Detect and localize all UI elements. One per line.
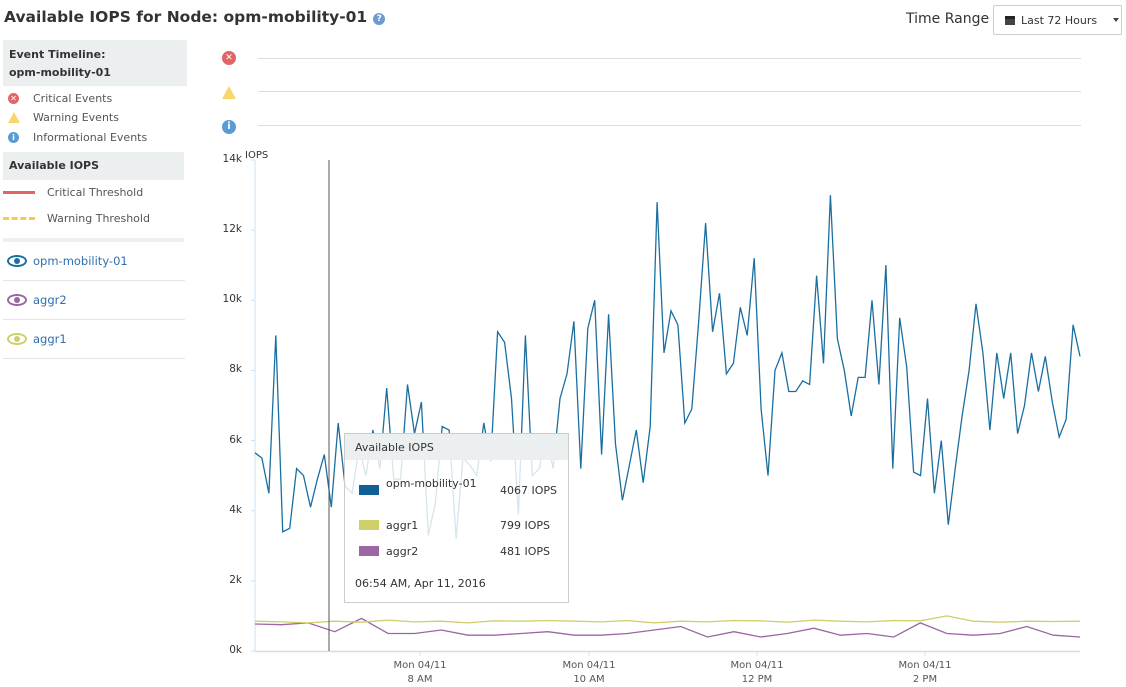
x-tick-label: Mon 04/11 2 PM	[885, 659, 965, 687]
swatch-aggr1	[359, 520, 379, 530]
x-tick-date: Mon 04/11	[562, 660, 616, 671]
info-icon: i	[8, 132, 19, 143]
info-events-track	[258, 125, 1081, 126]
x-tick-label: Mon 04/11 8 AM	[380, 659, 460, 687]
swatch-aggr2	[359, 546, 379, 556]
tooltip: Available IOPS opm-mobility-01 4067 IOPS…	[344, 433, 569, 603]
warning-icon	[8, 112, 20, 123]
series-toggle-aggr2[interactable]: aggr2	[3, 281, 185, 320]
y-tick-label: 8k	[229, 363, 242, 376]
legend-warning-threshold: Warning Threshold	[3, 212, 150, 225]
legend-critical-threshold: Critical Threshold	[3, 186, 143, 199]
critical-icon: ✕	[222, 51, 236, 65]
x-tick-time: 2 PM	[912, 674, 938, 685]
y-tick-label: 14k	[222, 153, 242, 165]
series-line-aggr1	[254, 615, 1081, 624]
tooltip-series-name: opm-mobility-01	[386, 477, 477, 490]
critical-events-track	[258, 58, 1081, 59]
x-tick-time: 12 PM	[741, 674, 773, 685]
x-tick-time: 8 AM	[407, 674, 433, 685]
warning-icon	[222, 86, 236, 99]
y-tick-label: 10k	[222, 293, 242, 306]
y-tick-label: 6k	[229, 433, 242, 446]
legend-critical-events[interactable]: ✕ Critical Events	[8, 92, 112, 105]
eye-icon	[7, 255, 27, 267]
x-tick-time: 10 AM	[573, 674, 605, 685]
y-tick-label: 2k	[229, 573, 242, 586]
tooltip-series-name: aggr1	[386, 519, 419, 532]
tooltip-series-name: aggr2	[386, 545, 419, 558]
time-range-dropdown[interactable]: Last 72 Hours	[993, 5, 1122, 35]
tooltip-title: Available IOPS	[345, 434, 568, 460]
eye-icon	[7, 333, 27, 345]
chevron-down-icon	[1113, 18, 1120, 22]
page-title: Available IOPS for Node: opm-mobility-01…	[4, 8, 386, 26]
warning-events-track	[258, 91, 1081, 92]
event-timeline-header: Event Timeline: opm-mobility-01	[3, 40, 187, 86]
legend-informational-events[interactable]: i Informational Events	[8, 131, 147, 144]
warning-threshold-swatch	[3, 217, 35, 220]
critical-threshold-swatch	[3, 191, 35, 194]
y-tick-label: 12k	[222, 223, 242, 236]
y-tick-label: 4k	[229, 503, 242, 516]
eye-icon	[7, 294, 27, 306]
y-axis-label: IOPS	[245, 150, 269, 161]
legend-warning-events[interactable]: Warning Events	[8, 111, 119, 124]
time-range-label: Time Range	[906, 11, 990, 27]
tooltip-series-value: 4067 IOPS	[500, 484, 558, 497]
x-tick-label: Mon 04/11 12 PM	[717, 659, 797, 687]
divider	[3, 238, 184, 242]
critical-icon: ✕	[8, 93, 19, 104]
x-tick-date: Mon 04/11	[730, 660, 784, 671]
series-toggle-aggr1[interactable]: aggr1	[3, 320, 185, 359]
calendar-icon	[1005, 15, 1015, 25]
x-tick-date: Mon 04/11	[393, 660, 447, 671]
tooltip-timestamp: 06:54 AM, Apr 11, 2016	[355, 577, 486, 590]
swatch-opm-mobility-01	[359, 485, 379, 495]
y-tick-label: 0k	[229, 644, 242, 656]
tooltip-series-value: 481 IOPS	[500, 545, 551, 558]
series-line-aggr2	[254, 617, 1081, 638]
info-icon: i	[222, 120, 236, 134]
x-tick-label: Mon 04/11 10 AM	[549, 659, 629, 687]
x-tick-date: Mon 04/11	[898, 660, 952, 671]
available-iops-header: Available IOPS	[3, 152, 184, 180]
tooltip-series-value: 799 IOPS	[500, 519, 551, 532]
series-toggle-opm-mobility-01[interactable]: opm-mobility-01	[3, 242, 185, 281]
question-circle-icon[interactable]: ?	[373, 13, 386, 25]
